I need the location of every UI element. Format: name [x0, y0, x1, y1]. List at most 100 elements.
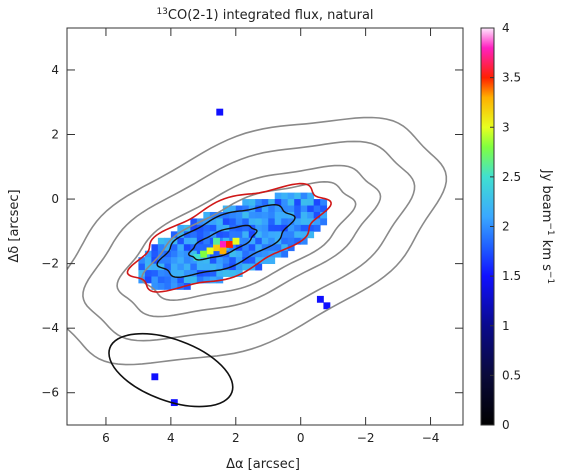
- heatmap-cell: [183, 237, 191, 245]
- heatmap-cell: [294, 218, 302, 226]
- heatmap-cell: [203, 257, 211, 265]
- heatmap-cell: [138, 263, 146, 271]
- heatmap-cell: [300, 224, 308, 232]
- heatmap-cell: [313, 224, 321, 232]
- heatmap-cell: [164, 237, 172, 245]
- heatmap-cell: [307, 199, 315, 206]
- heatmap-cell: [294, 231, 302, 239]
- heatmap-cell: [300, 211, 308, 219]
- heatmap-cell: [274, 231, 282, 239]
- heatmap-cell: [164, 263, 172, 271]
- heatmap-cell: [170, 270, 178, 277]
- heatmap-cell: [235, 270, 243, 277]
- heatmap-cell: [206, 247, 214, 255]
- y-axis: 4 2 0 −2 −4 −6: [41, 63, 463, 400]
- heatmap-cell: [177, 282, 185, 290]
- heatmap-cell: [287, 205, 295, 213]
- heatmap-cell: [177, 257, 185, 265]
- heatmap-cell: [164, 276, 172, 284]
- heatmap-cell: [170, 263, 178, 271]
- heatmap-cell: [323, 302, 331, 310]
- heatmap-cell: [209, 276, 217, 284]
- heatmap-cell: [216, 231, 224, 239]
- heatmap-cell: [274, 250, 282, 258]
- heatmap-cell: [229, 257, 237, 265]
- heatmap-cell: [313, 211, 321, 219]
- heatmap-cell: [235, 257, 243, 265]
- heatmap-cell: [190, 270, 198, 277]
- heatmap-cell: [183, 263, 191, 271]
- heatmap-cell: [229, 270, 237, 277]
- heatmap-cell: [261, 199, 269, 206]
- heatmap-cell: [164, 244, 172, 252]
- heatmap-cell: [313, 205, 321, 213]
- heatmap-cell: [229, 231, 237, 239]
- colorbar-label: Jy beam−1 km s−1: [539, 169, 555, 284]
- heatmap-cell: [213, 237, 220, 245]
- heatmap-cell: [307, 224, 315, 232]
- heatmap-cell: [281, 244, 289, 252]
- heatmap-cell: [157, 276, 165, 284]
- heatmap-cell: [222, 270, 230, 277]
- heatmap-cell: [300, 237, 308, 245]
- heatmap-cell: [229, 263, 237, 271]
- heatmap-cell: [177, 237, 185, 245]
- heatmap-cell: [261, 224, 269, 232]
- colorbar-tick-label: 1.5: [502, 269, 521, 283]
- heatmap-cell: [300, 218, 308, 226]
- heatmap-cell: [307, 192, 315, 200]
- heatmap-cell: [209, 263, 217, 271]
- heatmap-cell: [255, 224, 263, 232]
- heatmap-cell: [183, 282, 191, 290]
- heatmap-cell: [222, 205, 230, 213]
- heatmap-cell: [151, 244, 159, 252]
- colorbar-tick-label: 2: [502, 220, 510, 234]
- heatmap-cell: [242, 231, 250, 239]
- colorbar-label-sup-1: −1: [545, 222, 555, 235]
- heatmap-cell: [190, 237, 198, 245]
- heatmap-cell: [248, 199, 256, 206]
- heatmap-cell: [222, 218, 230, 226]
- heatmap-cell: [190, 276, 198, 284]
- heatmap-cell: [294, 237, 302, 245]
- heatmap-cell: [229, 218, 237, 226]
- heatmap-cell: [151, 250, 159, 258]
- heatmap-cell: [209, 257, 217, 265]
- heatmap-cell: [190, 218, 198, 226]
- colorbar-label-part-2: km s: [539, 236, 554, 271]
- chart-title-superscript: 13: [156, 7, 167, 17]
- heatmap-cell: [255, 250, 263, 258]
- gray-contour: [82, 140, 416, 342]
- heatmap-cell: [170, 257, 178, 265]
- heatmap-cell: [255, 205, 263, 213]
- heatmap-cell: [183, 231, 191, 239]
- heatmap-cell: [261, 205, 269, 213]
- colorbar-tick-label: 0: [502, 418, 510, 432]
- heatmap-cell: [216, 270, 224, 277]
- heatmap-cell: [268, 231, 276, 239]
- heatmap-cell: [183, 270, 191, 277]
- y-tick-label: 0: [51, 192, 59, 206]
- heatmap-cell: [235, 205, 243, 213]
- heatmap-cell: [138, 270, 146, 277]
- heatmap-cell: [294, 199, 302, 206]
- heatmap-cell: [242, 199, 250, 206]
- contour-layer: [67, 116, 448, 366]
- heatmap-cell: [248, 237, 256, 245]
- heatmap-cell: [232, 237, 240, 245]
- heatmap-cell: [281, 205, 289, 213]
- colorbar-tick-label: 4: [502, 21, 510, 35]
- heatmap-cell: [287, 211, 295, 219]
- x-tick-label: 0: [297, 431, 305, 445]
- heatmap-cell: [274, 218, 282, 226]
- heatmap-cell: [170, 244, 178, 252]
- colorbar-ticks: 0 0.5 1 1.5 2 2.5 3 3.5 4: [490, 21, 521, 432]
- heatmap-cell: [170, 231, 178, 239]
- heatmap-cell: [183, 276, 191, 284]
- heatmap-cell: [287, 192, 295, 200]
- heatmap-cell: [261, 218, 269, 226]
- heatmap-cell: [200, 250, 207, 258]
- heatmap-cell: [170, 276, 178, 284]
- heatmap-cell: [287, 244, 295, 252]
- heatmap-cell: [268, 205, 276, 213]
